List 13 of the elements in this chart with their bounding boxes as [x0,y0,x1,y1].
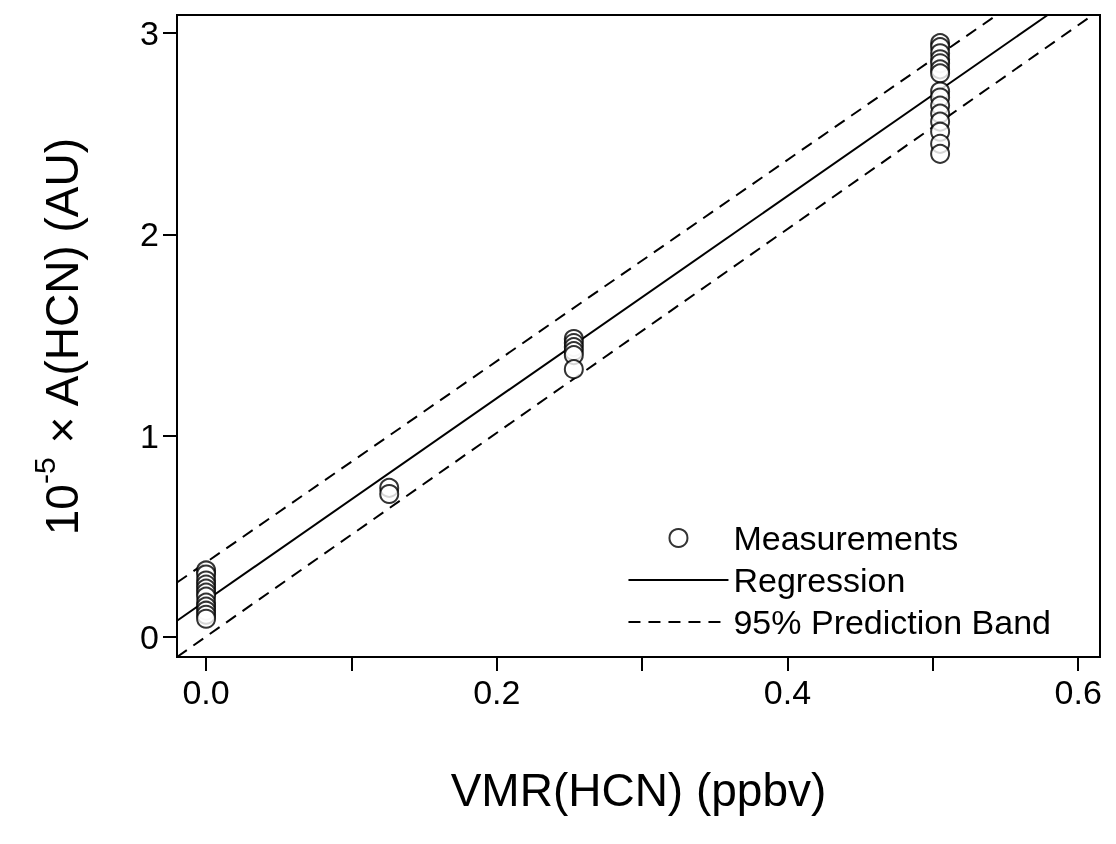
y-tick-label: 0 [140,617,159,656]
x-tick-label: 0.2 [473,673,521,711]
x-tick-label: 0.6 [1054,673,1102,711]
y-tick-label: 2 [140,215,159,254]
x-tick-label: 0.0 [182,673,230,711]
x-axis-title: VMR(HCN) (ppbv) [450,764,827,816]
x-tick-label: 0.4 [763,673,812,711]
legend-label: 95% Prediction Band [733,603,1052,641]
legend-label: Measurements [733,519,959,557]
y-tick-label: 3 [140,14,159,53]
y-tick-label: 1 [140,416,159,455]
legend-label: Regression [733,561,906,599]
y-axis-title: 10-5 × A(HCN) (AU) [27,137,88,536]
